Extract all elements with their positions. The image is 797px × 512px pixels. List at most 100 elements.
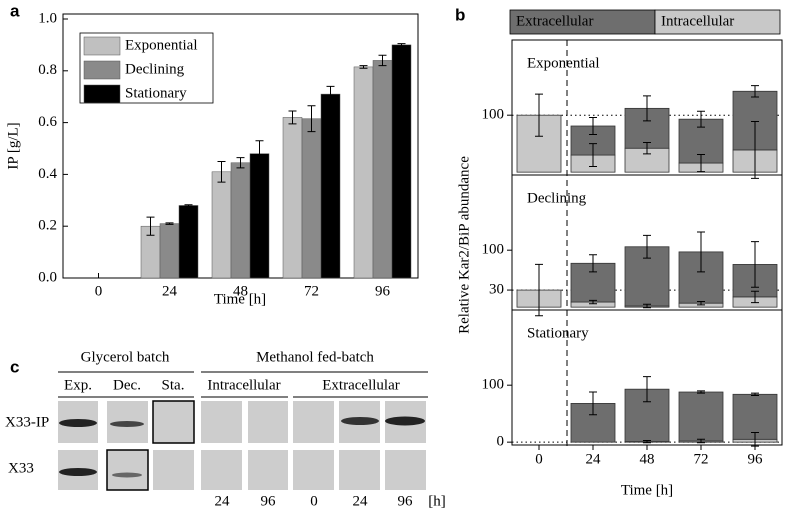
y-tick-label: 0 <box>497 434 505 450</box>
band <box>59 419 97 427</box>
error-bar <box>751 392 759 396</box>
error-bar <box>307 105 316 133</box>
panel-label: b <box>455 5 465 24</box>
y-tick-label: 100 <box>482 377 505 393</box>
error-bar <box>643 234 651 259</box>
legend-swatch <box>83 84 121 104</box>
error-bar <box>359 65 368 69</box>
bar <box>301 118 322 279</box>
lane <box>106 449 149 491</box>
lane <box>153 450 194 490</box>
error-bar <box>697 300 705 306</box>
band <box>112 472 142 478</box>
x-axis-label: Time [h] <box>214 291 266 307</box>
panel-label: c <box>10 357 19 376</box>
x-axis-label: Time [h] <box>621 482 673 498</box>
lane <box>293 450 334 490</box>
x-tick-label: 24 <box>162 283 178 299</box>
bar <box>372 60 393 279</box>
lane <box>201 450 242 490</box>
lane <box>152 400 195 444</box>
lane-time: 24 <box>353 493 369 509</box>
error-bar <box>535 93 543 137</box>
error-bar <box>589 254 597 273</box>
legend-label: Intracellular <box>661 13 734 29</box>
y-tick-label: 30 <box>489 282 504 298</box>
legend-label: Declining <box>125 61 185 77</box>
error-bar <box>397 43 406 47</box>
error-bar <box>643 303 651 309</box>
band <box>110 421 144 427</box>
error-bar <box>589 143 597 167</box>
error-bar <box>217 160 226 183</box>
error-bar <box>378 54 387 67</box>
bar <box>391 44 412 279</box>
group-label: Methanol fed-batch <box>256 349 374 365</box>
error-bar <box>643 439 651 444</box>
error-bar <box>697 390 705 394</box>
lane-time: 96 <box>398 493 414 509</box>
y-tick-label: 0.4 <box>38 166 57 182</box>
lane <box>248 401 288 443</box>
error-bar <box>236 157 245 169</box>
legend-swatch <box>83 60 121 80</box>
error-bar <box>643 142 651 155</box>
bar <box>320 93 341 279</box>
error-bar <box>751 120 759 179</box>
error-bar <box>146 216 155 236</box>
error-bar <box>697 110 705 128</box>
y-tick-label: 0.0 <box>38 269 57 285</box>
y-tick-label: 100 <box>482 107 505 123</box>
y-tick-label: 0.6 <box>38 114 57 130</box>
lane <box>248 450 288 490</box>
band <box>341 417 379 425</box>
legend-swatch <box>654 9 781 35</box>
error-bar <box>751 241 759 288</box>
error-bar <box>751 85 759 98</box>
error-bar <box>697 438 705 444</box>
y-axis-label: IP [g/L] <box>5 122 21 169</box>
bar <box>282 117 303 279</box>
y-tick-label: 1.0 <box>38 10 57 26</box>
subgroup-label: Intracellular <box>207 377 280 393</box>
band <box>385 416 425 426</box>
lane <box>201 401 242 443</box>
bar <box>159 223 180 279</box>
legend-swatch <box>83 36 121 56</box>
group-label: Glycerol batch <box>81 349 170 365</box>
band <box>59 468 97 476</box>
error-bar <box>643 376 651 403</box>
blot-lanes <box>58 400 426 491</box>
subgroup-label: Sta. <box>162 377 185 393</box>
legend-label: Stationary <box>125 85 187 101</box>
y-tick-label: 0.8 <box>38 62 57 78</box>
error-bar <box>589 116 597 136</box>
y-tick-label: 100 <box>482 242 505 258</box>
lane-time: 0 <box>310 493 318 509</box>
legend-swatch <box>509 9 656 35</box>
subgroup-label: Dec. <box>113 377 141 393</box>
subgroup-label: Extracellular <box>322 377 399 393</box>
error-bar <box>326 85 335 103</box>
y-tick-label: 0.2 <box>38 218 57 234</box>
bar <box>249 153 270 279</box>
lane <box>339 450 380 490</box>
error-bar <box>589 391 597 416</box>
panel-title: Stationary <box>527 325 589 341</box>
panel-title: Exponential <box>527 55 599 71</box>
error-bar <box>751 290 759 304</box>
error-bar <box>643 95 651 122</box>
error-bar <box>697 153 705 173</box>
x-tick-label: 48 <box>640 451 655 467</box>
x-tick-label: 96 <box>375 283 391 299</box>
lane <box>293 401 334 443</box>
error-bar <box>535 263 543 317</box>
error-bar <box>184 204 193 207</box>
y-axis-label: Relative Kar2/BiP abundance <box>456 156 472 334</box>
x-tick-label: 0 <box>535 451 543 467</box>
lane <box>385 450 426 490</box>
row-label: X33-IP <box>5 414 49 430</box>
lane-time: 24 <box>215 493 231 509</box>
bar-segment <box>732 393 778 440</box>
